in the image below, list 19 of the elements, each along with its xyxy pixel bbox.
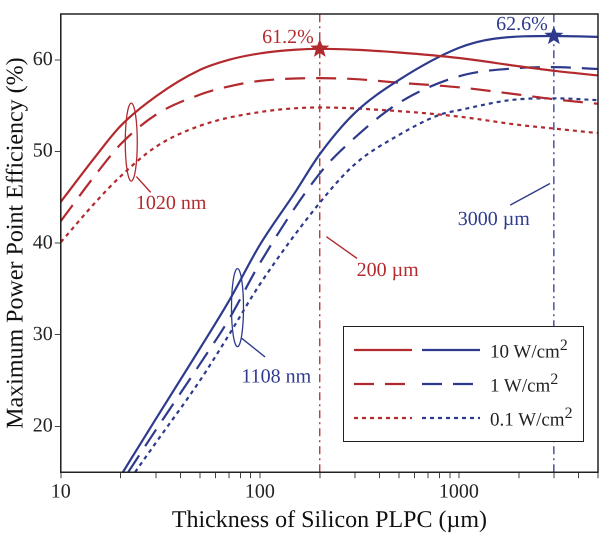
legend-label: 0.1 W/cm$^{2}$: [490, 405, 573, 432]
x-tick-label: 100: [244, 480, 275, 502]
annotation: 3000 µm: [458, 208, 530, 230]
data-label: 62.6%: [496, 13, 548, 36]
legend-label: 1 W/cm$^{2}$: [490, 371, 558, 398]
y-tick-label: 30: [32, 322, 53, 345]
y-tick-label: 20: [32, 414, 53, 437]
y-tick-label: 50: [32, 140, 53, 162]
y-tick-label: 60: [32, 48, 53, 70]
y-tick-label: 40: [32, 231, 53, 254]
y-axis-title: Maximum Power Point Efficiency (%): [2, 57, 29, 429]
x-tick-label: 10: [50, 480, 71, 502]
x-axis-title: Thickness of Silicon PLPC (µm): [172, 506, 487, 533]
annotation: 1108 nm: [241, 366, 312, 388]
x-tick-label: 1000: [438, 480, 479, 502]
annotation: 200 µm: [356, 259, 420, 282]
annotation: 1020 nm: [136, 192, 207, 214]
data-label: 61.2%: [262, 26, 314, 48]
legend-label: 10 W/cm$^{2}$: [490, 337, 568, 364]
